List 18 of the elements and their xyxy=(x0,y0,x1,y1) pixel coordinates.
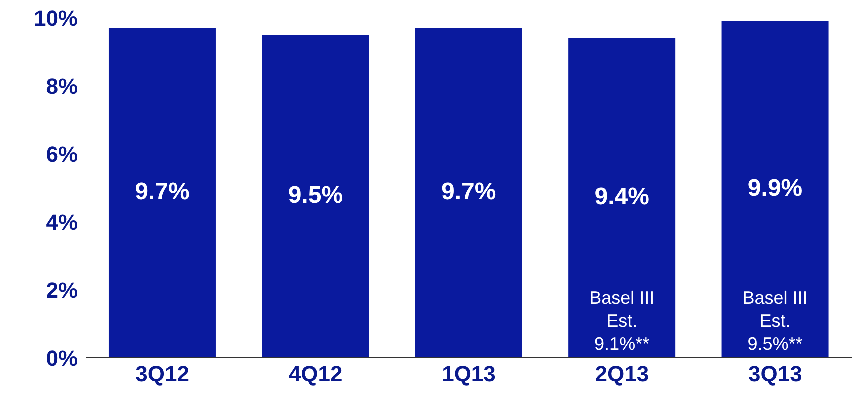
data-label: 9.4% xyxy=(594,184,650,211)
x-tick-label: 4Q12 xyxy=(288,362,343,387)
data-label: 9.7% xyxy=(442,178,496,206)
x-tick-label: 3Q13 xyxy=(748,362,802,387)
data-label: 9.7% xyxy=(135,178,190,206)
x-tick-label: 1Q13 xyxy=(442,362,496,387)
x-tick-label: 2Q13 xyxy=(595,362,650,387)
y-tick-label: 8% xyxy=(46,74,78,99)
x-tick-label: 3Q12 xyxy=(136,362,190,387)
y-tick-label: 0% xyxy=(46,346,78,371)
data-label: 9.9% xyxy=(748,175,803,202)
y-tick-label: 10% xyxy=(34,6,78,31)
y-tick-label: 4% xyxy=(46,210,78,235)
data-label: 9.5% xyxy=(288,182,344,209)
annotation: Basel III Est. 9.1%** xyxy=(590,288,655,354)
annotation: Basel III Est. 9.5%** xyxy=(742,288,808,354)
y-tick-label: 6% xyxy=(46,142,78,167)
y-tick-label: 2% xyxy=(46,278,78,303)
